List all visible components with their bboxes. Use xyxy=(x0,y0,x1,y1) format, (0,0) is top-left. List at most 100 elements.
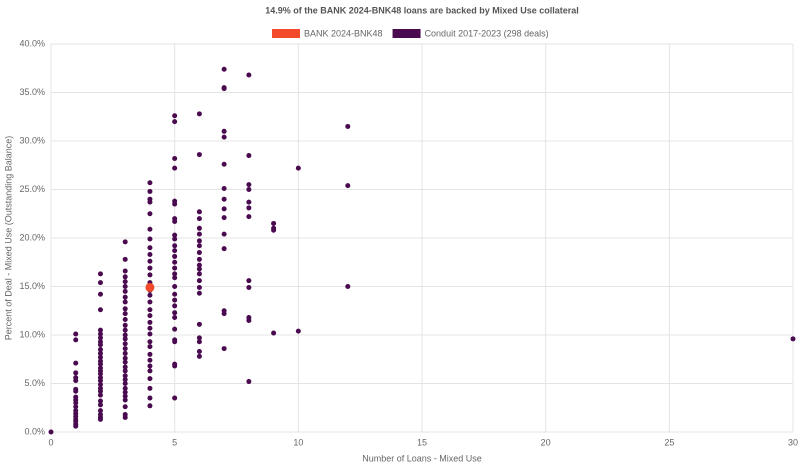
point xyxy=(122,239,128,245)
y-tick-label: 30.0% xyxy=(19,135,45,145)
point xyxy=(196,152,202,158)
point xyxy=(271,330,277,336)
point xyxy=(122,414,128,420)
y-tick-label: 15.0% xyxy=(19,281,45,291)
y-tick-label: 5.0% xyxy=(24,378,45,388)
point xyxy=(172,201,178,207)
point xyxy=(147,325,153,331)
y-axis-title: Percent of Deal - Mixed Use (Outstanding… xyxy=(3,136,13,341)
point xyxy=(122,350,128,356)
point xyxy=(196,111,202,117)
point xyxy=(345,183,351,189)
point xyxy=(172,113,178,119)
point xyxy=(73,423,79,429)
point xyxy=(221,346,227,352)
point xyxy=(122,364,128,370)
point xyxy=(196,353,202,359)
point xyxy=(73,370,79,376)
point xyxy=(122,336,128,342)
point xyxy=(122,346,128,352)
point xyxy=(147,313,153,319)
point xyxy=(147,331,153,337)
point xyxy=(246,182,252,188)
point xyxy=(246,284,252,290)
point xyxy=(97,280,103,286)
x-tick-label: 15 xyxy=(417,437,427,447)
point xyxy=(122,306,128,312)
point xyxy=(73,360,79,366)
point xyxy=(172,339,178,345)
point xyxy=(147,188,153,194)
x-tick-label: 25 xyxy=(664,437,674,447)
point xyxy=(345,123,351,129)
point xyxy=(221,186,227,192)
point xyxy=(97,347,103,353)
y-tick-label: 35.0% xyxy=(19,87,45,97)
point xyxy=(97,331,103,337)
point xyxy=(147,307,153,313)
point xyxy=(122,284,128,289)
y-tick-label: 10.0% xyxy=(19,329,45,339)
legend-swatch xyxy=(392,29,421,38)
point xyxy=(172,248,178,254)
point xyxy=(97,271,103,277)
x-tick-label: 30 xyxy=(788,437,798,447)
x-axis-title: Number of Loans - Mixed Use xyxy=(362,453,482,463)
point xyxy=(172,236,178,242)
point xyxy=(295,165,301,171)
point xyxy=(147,403,153,409)
point xyxy=(147,272,153,278)
point xyxy=(196,339,202,345)
point xyxy=(97,354,103,360)
y-tick-label: 20.0% xyxy=(19,232,45,242)
point xyxy=(147,236,153,242)
point xyxy=(172,363,178,369)
point xyxy=(97,416,103,422)
point xyxy=(48,429,54,435)
point xyxy=(172,243,178,249)
point xyxy=(97,291,103,297)
legend-label: Conduit 2017-2023 (298 deals) xyxy=(425,28,549,38)
point xyxy=(172,253,178,259)
point xyxy=(122,288,128,294)
point xyxy=(73,337,79,343)
point xyxy=(196,231,202,237)
point xyxy=(147,211,153,217)
point xyxy=(147,180,153,186)
point xyxy=(172,315,178,321)
point xyxy=(145,282,155,292)
point xyxy=(147,292,153,298)
point xyxy=(97,335,103,341)
point xyxy=(97,371,103,377)
point xyxy=(97,392,103,398)
point xyxy=(172,326,178,332)
point xyxy=(122,294,128,300)
point xyxy=(196,243,202,249)
point xyxy=(172,219,178,225)
point xyxy=(295,328,301,334)
point xyxy=(172,119,178,125)
point xyxy=(147,395,153,401)
point xyxy=(73,388,79,394)
point xyxy=(97,388,103,394)
y-tick-label: 25.0% xyxy=(19,184,45,194)
point xyxy=(122,373,128,379)
point xyxy=(122,316,128,322)
point xyxy=(97,398,103,404)
point xyxy=(221,86,227,92)
chart-title: 14.9% of the BANK 2024-BNK48 loans are b… xyxy=(265,5,579,15)
point xyxy=(172,232,178,238)
point xyxy=(246,205,252,211)
point xyxy=(122,268,128,274)
y-tick-label: 40.0% xyxy=(19,38,45,48)
point xyxy=(122,359,128,365)
point xyxy=(196,284,202,290)
point xyxy=(147,368,153,374)
point xyxy=(246,72,252,78)
point xyxy=(221,134,227,140)
legend-swatch xyxy=(272,29,300,38)
point xyxy=(147,251,153,257)
point xyxy=(246,278,252,284)
point xyxy=(147,357,153,363)
